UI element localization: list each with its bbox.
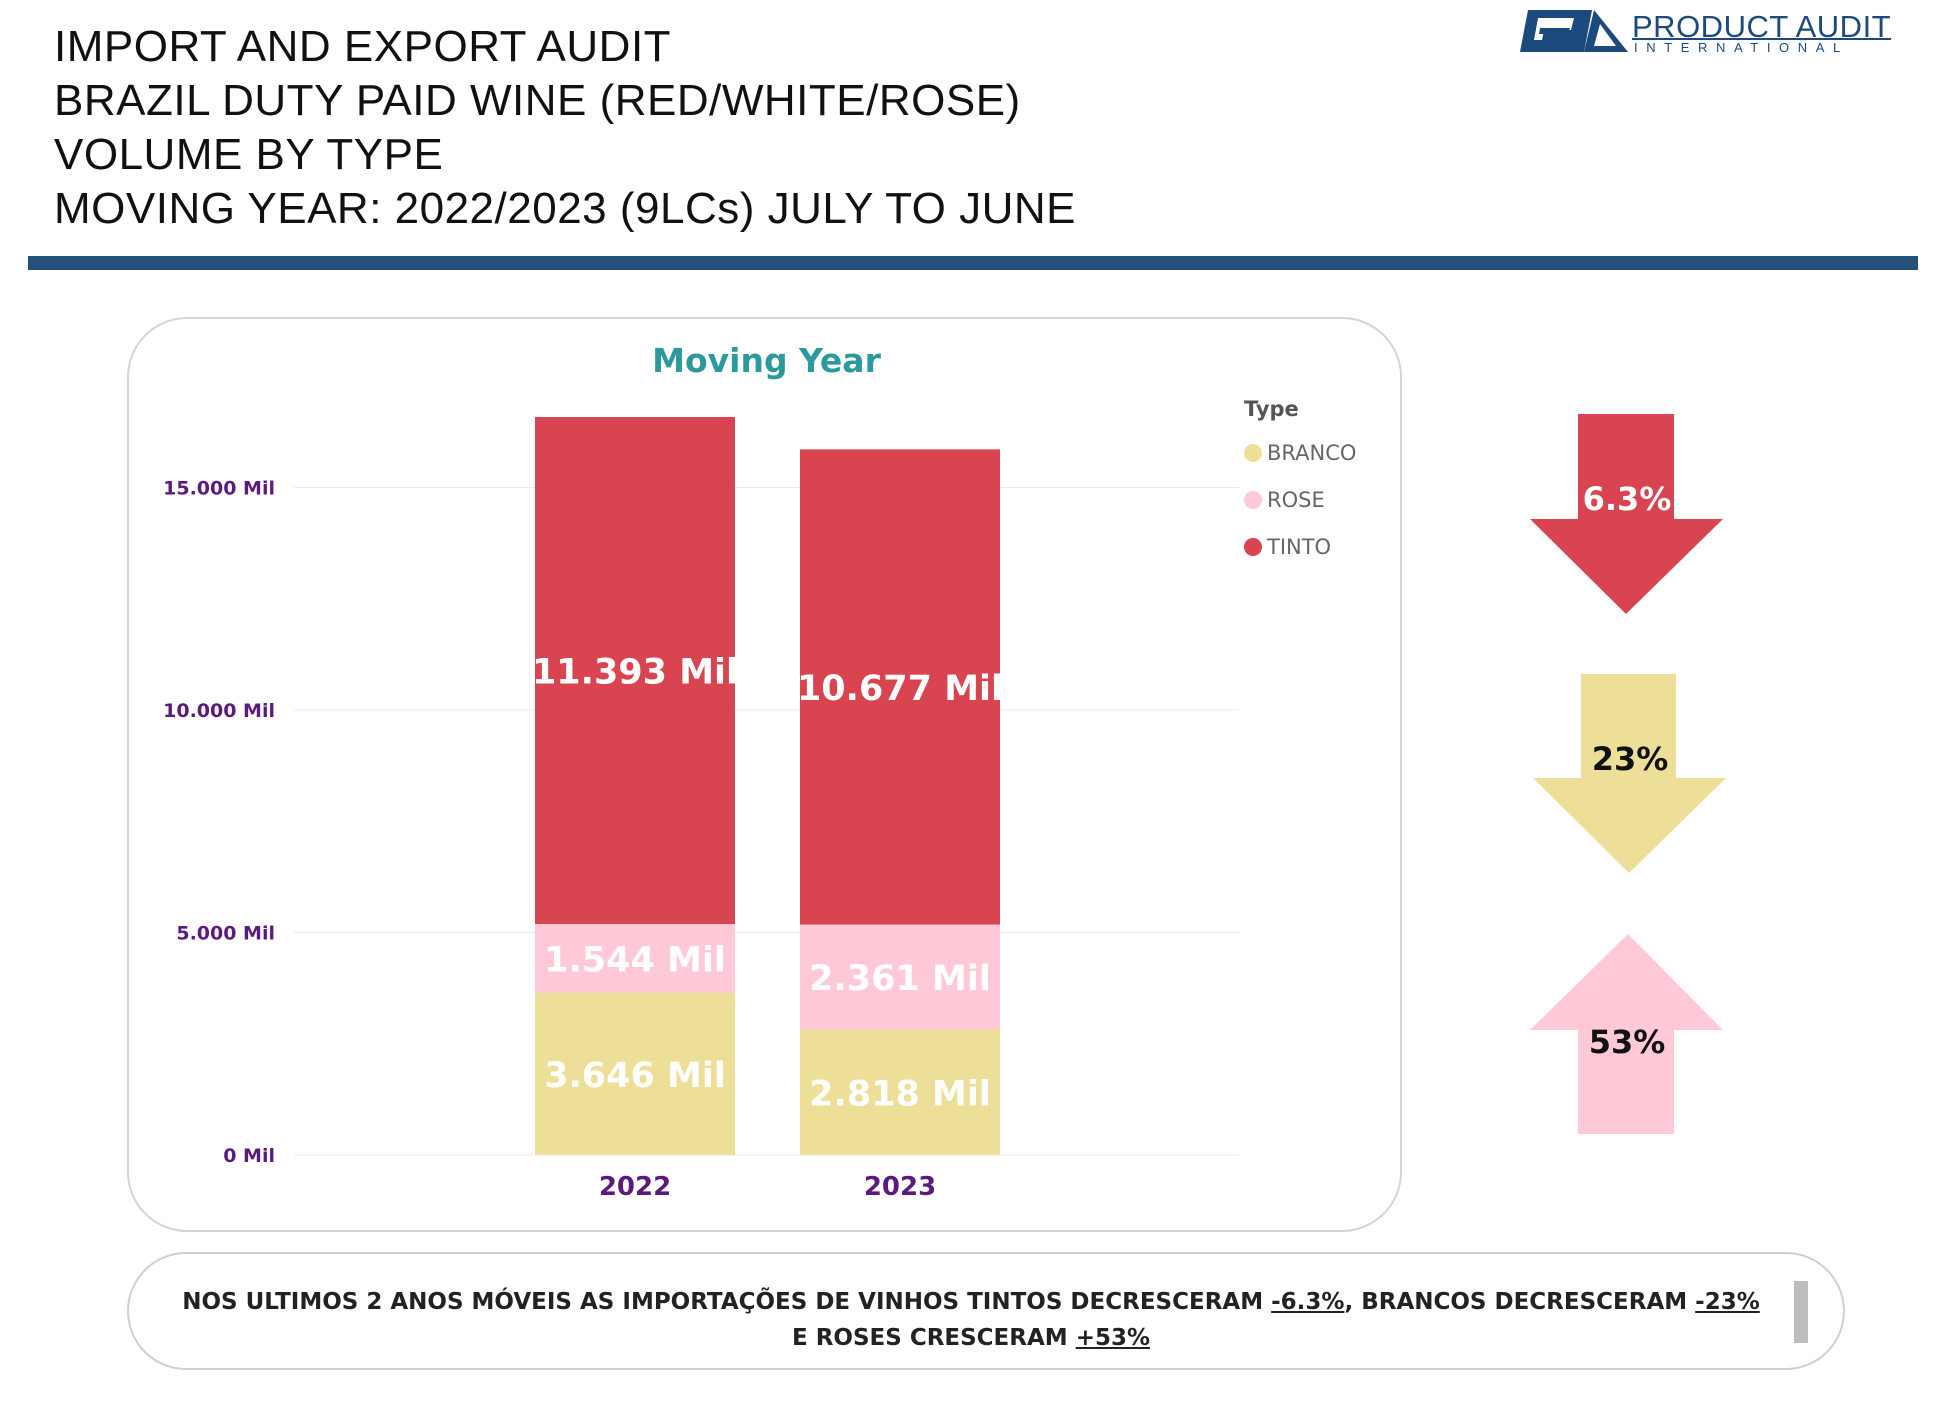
- legend-item-tinto[interactable]: TINTO: [1244, 531, 1356, 562]
- y-tick-label: 0 Mil: [223, 1145, 275, 1167]
- note-text-part1: NOS ULTIMOS 2 ANOS MÓVEIS AS IMPORTAÇÕES…: [182, 1289, 1272, 1315]
- bar-segment-branco: [800, 1029, 1000, 1155]
- legend-label-tinto: TINTO: [1267, 534, 1332, 559]
- bar-segment-tinto: [535, 417, 735, 925]
- bar-segment-branco: [535, 992, 735, 1155]
- header-divider: [28, 256, 1918, 270]
- tinto-change-value: 6.3%: [1582, 480, 1672, 518]
- rose-change-value: 53%: [1588, 1023, 1666, 1061]
- chart-legend: Type BRANCO ROSE TINTO: [1244, 397, 1356, 562]
- bar-segment-rose: [800, 924, 1000, 1030]
- legend-label-branco: BRANCO: [1267, 440, 1357, 465]
- report-header: IMPORT AND EXPORT AUDIT BRAZIL DUTY PAID…: [54, 20, 1076, 236]
- stacked-bar-chart: 0 Mil 5.000 Mil 10.000 Mil 15.000 Mil 3.646 …: [163, 417, 1239, 1202]
- bar-segment-tinto: [800, 449, 1000, 925]
- product-audit-logo: PRODUCT AUDIT INTERNATIONAL: [1520, 9, 1892, 60]
- data-label-rose: 1.544 Mil: [544, 940, 726, 980]
- legend-dot-rose: [1244, 490, 1262, 509]
- y-tick-label: 15.000 Mil: [163, 477, 275, 499]
- moving-year-chart-card: Moving Year 0 Mil 5.000 Mil 10.000 Mil 15.0…: [127, 317, 1402, 1232]
- summary-note: NOS ULTIMOS 2 ANOS MÓVEIS AS IMPORTAÇÕES…: [169, 1284, 1773, 1356]
- header-title: IMPORT AND EXPORT AUDIT: [54, 22, 672, 71]
- x-tick-label: 2023: [864, 1172, 936, 1202]
- note-rose-change: +53%: [1075, 1325, 1151, 1351]
- pa-logo-icon: [1520, 10, 1628, 52]
- legend-item-rose[interactable]: ROSE: [1244, 484, 1356, 515]
- data-label-tinto: 11.393 Mil: [532, 653, 738, 693]
- note-text-part2: , BRANCOS DECRESCERAM: [1344, 1289, 1696, 1315]
- bar-segment-rose: [535, 924, 735, 993]
- legend-title: Type: [1244, 397, 1299, 421]
- data-label-branco: 2.818 Mil: [809, 1074, 991, 1114]
- note-text-part3: E ROSES CRESCERAM: [791, 1325, 1076, 1351]
- header-subtitle: BRAZIL DUTY PAID WINE (RED/WHITE/ROSE): [54, 76, 1021, 125]
- data-label-branco: 3.646 Mil: [544, 1056, 726, 1096]
- header-measure: VOLUME BY TYPE: [54, 130, 444, 179]
- data-label-rose: 2.361 Mil: [809, 959, 991, 999]
- note-tinto-change: -6.3%: [1271, 1289, 1345, 1315]
- y-tick-label: 5.000 Mil: [176, 922, 275, 944]
- legend-item-branco[interactable]: BRANCO: [1244, 437, 1356, 468]
- logo-subtitle: INTERNATIONAL: [1634, 40, 1849, 55]
- x-tick-label: 2022: [599, 1172, 671, 1202]
- summary-note-card: NOS ULTIMOS 2 ANOS MÓVEIS AS IMPORTAÇÕES…: [127, 1252, 1845, 1370]
- header-period: MOVING YEAR: 2022/2023 (9LCs) JULY TO JU…: [54, 184, 1076, 233]
- chart-title: Moving Year: [652, 341, 881, 380]
- legend-label-rose: ROSE: [1267, 487, 1325, 512]
- branco-change-value: 23%: [1591, 740, 1669, 778]
- data-label-tinto: 10.677 Mil: [797, 669, 1003, 709]
- y-tick-label: 10.000 Mil: [163, 700, 275, 722]
- logo-name: PRODUCT AUDIT: [1632, 9, 1892, 44]
- legend-dot-branco: [1244, 443, 1262, 462]
- legend-dot-tinto: [1244, 537, 1262, 556]
- note-branco-change: -23%: [1695, 1289, 1760, 1315]
- note-scrollbar[interactable]: [1794, 1281, 1808, 1343]
